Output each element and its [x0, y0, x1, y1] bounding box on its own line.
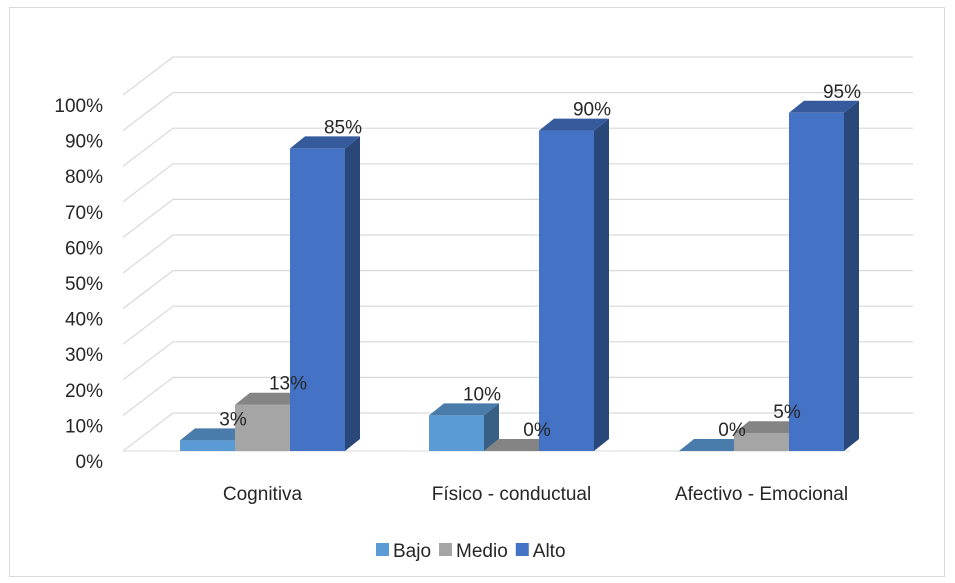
- legend: Bajo Medio Alto: [376, 541, 566, 562]
- gridline: [122, 56, 913, 96]
- category-label: Afectivo - Emocional: [675, 484, 848, 505]
- bar-front-face: [429, 415, 484, 451]
- bar-alto-2: [539, 118, 609, 451]
- bar-front-face: [290, 148, 345, 451]
- gridline: [122, 163, 913, 203]
- category-label: Cognitiva: [223, 484, 303, 505]
- legend-item-bajo: Bajo: [376, 541, 431, 562]
- bar-top-face: [734, 421, 804, 434]
- data-label: 95%: [823, 82, 861, 103]
- gridline: [122, 412, 913, 452]
- legend-label: Alto: [533, 541, 566, 562]
- data-label: 0%: [523, 420, 551, 441]
- y-tick-label: 80%: [65, 167, 103, 188]
- gridline: [122, 305, 913, 345]
- gridline: [122, 341, 913, 381]
- bar-side-face: [594, 118, 609, 451]
- y-tick-label: 100%: [54, 96, 103, 117]
- y-tick-label: 40%: [65, 310, 103, 331]
- bar-side-face: [844, 100, 859, 452]
- bar-top-face: [539, 118, 609, 131]
- bar-front-face: [789, 112, 844, 452]
- bar-side-face: [484, 403, 499, 451]
- legend-label: Bajo: [393, 541, 431, 562]
- x-axis-category-labels: Cognitiva Físico - conductual Afectivo - E…: [223, 484, 848, 505]
- bar-side-face: [345, 136, 360, 451]
- data-label: 90%: [573, 100, 611, 121]
- legend-item-medio: Medio: [439, 541, 508, 562]
- bar-bajo-2: [429, 403, 499, 451]
- data-label: 10%: [463, 384, 501, 405]
- bar-top-face: [789, 100, 859, 113]
- y-tick-label: 90%: [65, 132, 103, 153]
- gridline: [122, 127, 913, 167]
- y-tick-label: 60%: [65, 238, 103, 259]
- gridline: [122, 376, 913, 416]
- bar-top-face: [235, 392, 305, 405]
- y-axis-tick-labels: 0% 10% 20% 30% 40% 50% 60% 70% 80% 90% 100%: [54, 96, 103, 473]
- bar-top-face: [180, 428, 250, 441]
- gridline: [122, 234, 913, 274]
- category-label: Físico - conductual: [432, 484, 591, 505]
- bar-top-face: [290, 136, 360, 149]
- y-tick-label: 10%: [65, 416, 103, 437]
- legend-swatch: [439, 543, 453, 556]
- legend-label: Medio: [456, 541, 508, 562]
- legend-swatch: [376, 543, 389, 556]
- data-label: 85%: [324, 117, 362, 138]
- y-tick-label: 30%: [65, 345, 103, 366]
- gridlines: [122, 56, 913, 452]
- y-tick-label: 50%: [65, 274, 103, 295]
- bars: [180, 100, 859, 452]
- bar-top-face: [484, 439, 554, 451]
- bar-alto-1: [290, 136, 360, 451]
- bar-front-face: [180, 440, 235, 451]
- gridline: [122, 198, 913, 238]
- gridline: [122, 270, 913, 310]
- data-label: 0%: [718, 420, 746, 441]
- data-label: 3%: [219, 409, 247, 430]
- bar-alto-3: [789, 100, 859, 452]
- y-tick-label: 0%: [76, 452, 104, 473]
- legend-item-alto: Alto: [515, 541, 566, 562]
- data-label: 13%: [269, 374, 307, 395]
- bar-front-face: [235, 404, 290, 451]
- y-tick-label: 70%: [65, 203, 103, 224]
- bar-top-face: [679, 439, 749, 451]
- data-labels: 3% 13% 85% 10% 0% 90% 0% 5% 95%: [219, 82, 861, 441]
- legend-swatch: [515, 543, 529, 556]
- bar-top-face: [429, 403, 499, 416]
- y-tick-label: 20%: [65, 381, 103, 402]
- gridline: [122, 91, 913, 132]
- bar-medio-2: [484, 439, 554, 451]
- bar-bajo-3: [679, 439, 749, 451]
- bar-front-face: [539, 130, 594, 451]
- data-label: 5%: [773, 402, 801, 423]
- bar-front-face: [734, 433, 789, 451]
